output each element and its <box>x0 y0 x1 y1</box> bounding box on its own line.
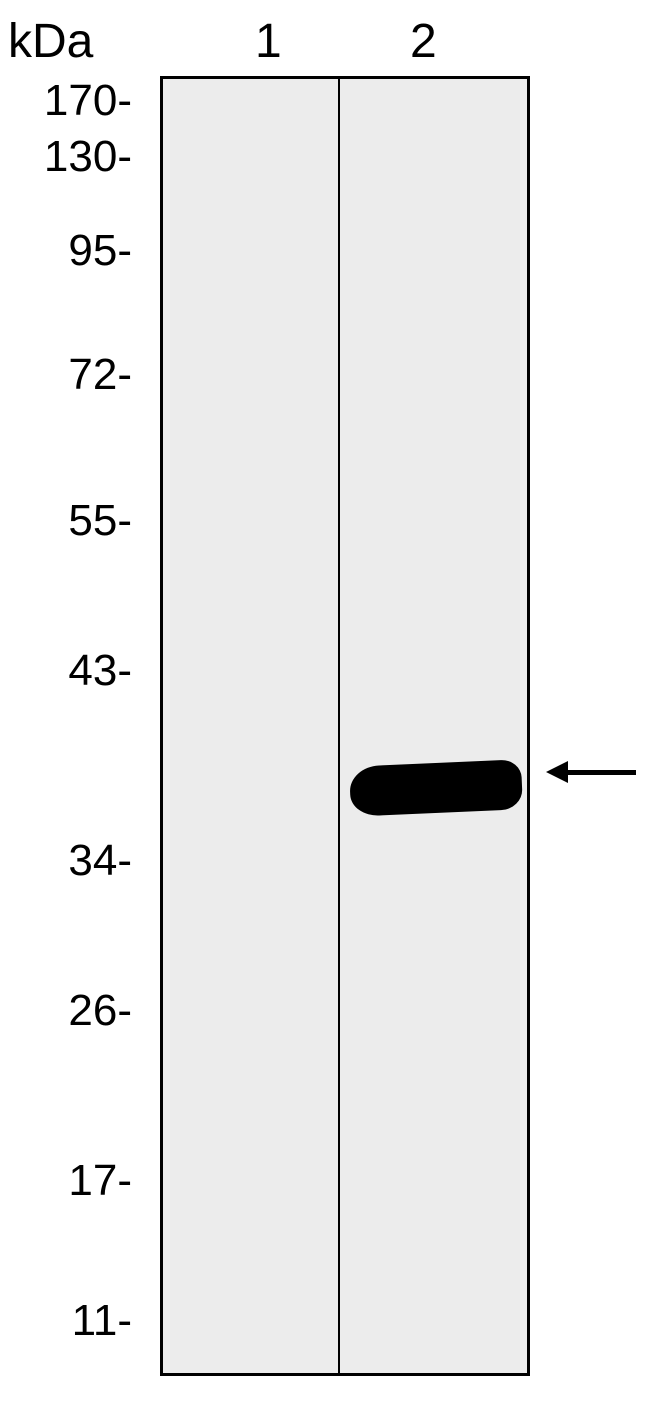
arrow-indicator <box>0 0 650 1406</box>
arrow-line <box>568 770 636 775</box>
arrow-head-icon <box>546 761 568 783</box>
western-blot-figure: { "figure": { "type": "western-blot", "w… <box>0 0 650 1406</box>
